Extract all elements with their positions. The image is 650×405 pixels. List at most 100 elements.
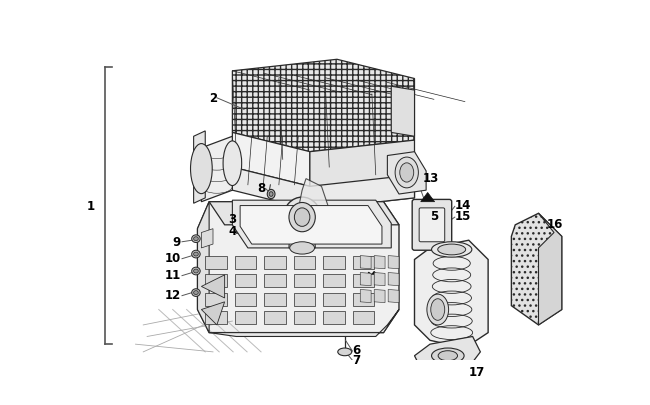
Text: 7: 7 xyxy=(352,353,361,366)
Ellipse shape xyxy=(192,289,200,297)
Polygon shape xyxy=(323,256,345,269)
Polygon shape xyxy=(374,273,385,286)
Text: 10: 10 xyxy=(164,251,181,264)
Polygon shape xyxy=(194,132,205,204)
Ellipse shape xyxy=(437,245,465,255)
Polygon shape xyxy=(294,256,315,269)
Polygon shape xyxy=(202,275,225,298)
Ellipse shape xyxy=(192,251,200,258)
Polygon shape xyxy=(374,290,385,303)
Polygon shape xyxy=(388,256,399,269)
Text: 3: 3 xyxy=(228,213,236,226)
Polygon shape xyxy=(205,311,227,324)
Ellipse shape xyxy=(267,190,275,199)
Ellipse shape xyxy=(395,158,419,188)
Ellipse shape xyxy=(432,242,472,258)
FancyBboxPatch shape xyxy=(412,200,452,251)
Polygon shape xyxy=(264,311,286,324)
Ellipse shape xyxy=(192,235,200,243)
Polygon shape xyxy=(360,273,371,286)
Ellipse shape xyxy=(194,253,198,256)
Text: 15: 15 xyxy=(455,209,471,222)
Polygon shape xyxy=(209,202,399,225)
Ellipse shape xyxy=(223,141,242,186)
Polygon shape xyxy=(360,290,371,303)
Ellipse shape xyxy=(192,268,200,275)
Text: 9: 9 xyxy=(172,236,181,249)
Polygon shape xyxy=(323,275,345,288)
Ellipse shape xyxy=(289,203,315,232)
Polygon shape xyxy=(323,293,345,306)
Text: 4: 4 xyxy=(228,225,236,238)
Polygon shape xyxy=(202,137,233,202)
Polygon shape xyxy=(240,206,382,245)
Text: 2: 2 xyxy=(209,92,217,105)
Text: 14: 14 xyxy=(455,199,471,212)
Ellipse shape xyxy=(438,351,458,361)
Polygon shape xyxy=(233,133,310,187)
Text: 5: 5 xyxy=(430,209,438,222)
Ellipse shape xyxy=(190,144,212,194)
Text: 11: 11 xyxy=(164,268,181,281)
Polygon shape xyxy=(289,216,315,248)
Polygon shape xyxy=(235,256,256,269)
Polygon shape xyxy=(388,290,399,303)
Polygon shape xyxy=(198,202,399,333)
Polygon shape xyxy=(421,193,435,202)
Text: 16: 16 xyxy=(546,217,563,230)
Polygon shape xyxy=(264,256,286,269)
Polygon shape xyxy=(415,241,488,348)
Polygon shape xyxy=(323,311,345,324)
Polygon shape xyxy=(294,275,315,288)
Ellipse shape xyxy=(294,208,310,227)
Ellipse shape xyxy=(290,242,315,254)
Polygon shape xyxy=(360,256,371,269)
Ellipse shape xyxy=(427,294,448,325)
Polygon shape xyxy=(198,202,209,333)
Polygon shape xyxy=(294,293,315,306)
Polygon shape xyxy=(388,273,399,286)
Ellipse shape xyxy=(338,348,352,356)
Ellipse shape xyxy=(269,192,273,197)
Ellipse shape xyxy=(194,237,198,241)
Polygon shape xyxy=(391,87,415,137)
Ellipse shape xyxy=(194,269,198,273)
Polygon shape xyxy=(264,275,286,288)
FancyBboxPatch shape xyxy=(419,208,445,242)
Polygon shape xyxy=(352,311,374,324)
Polygon shape xyxy=(235,311,256,324)
Polygon shape xyxy=(205,275,227,288)
Polygon shape xyxy=(235,293,256,306)
Polygon shape xyxy=(374,256,385,269)
Polygon shape xyxy=(387,152,426,194)
Polygon shape xyxy=(294,311,315,324)
Polygon shape xyxy=(352,256,374,269)
Text: 1: 1 xyxy=(87,200,95,213)
Polygon shape xyxy=(233,201,391,248)
Polygon shape xyxy=(233,60,415,152)
Polygon shape xyxy=(434,362,465,383)
Ellipse shape xyxy=(283,198,320,238)
Polygon shape xyxy=(205,256,227,269)
Polygon shape xyxy=(209,310,399,337)
Polygon shape xyxy=(298,179,330,225)
Polygon shape xyxy=(202,229,213,248)
Polygon shape xyxy=(415,337,480,371)
Polygon shape xyxy=(202,302,225,325)
Polygon shape xyxy=(538,214,562,325)
Polygon shape xyxy=(352,275,374,288)
Ellipse shape xyxy=(431,299,445,320)
Polygon shape xyxy=(264,293,286,306)
Polygon shape xyxy=(205,293,227,306)
Ellipse shape xyxy=(400,164,414,183)
Polygon shape xyxy=(310,141,415,210)
Text: 17: 17 xyxy=(469,365,485,378)
Polygon shape xyxy=(236,206,380,219)
Text: 8: 8 xyxy=(257,182,266,195)
Text: 12: 12 xyxy=(164,288,181,301)
Ellipse shape xyxy=(432,348,464,364)
Polygon shape xyxy=(512,214,562,325)
Polygon shape xyxy=(233,168,415,210)
Text: 13: 13 xyxy=(422,171,439,184)
Ellipse shape xyxy=(194,291,198,295)
